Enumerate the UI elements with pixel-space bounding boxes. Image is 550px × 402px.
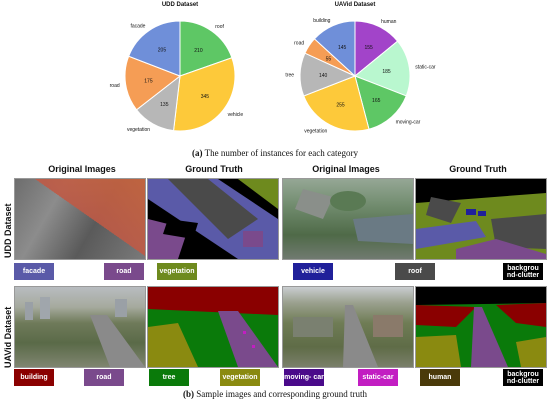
udd-pie-chart: 210 roof 345 vehicle 135 vegetation 175 road 205…	[110, 20, 244, 133]
uavid-chip-5: static-car	[358, 369, 398, 386]
udd-chip-0: facade	[14, 263, 54, 280]
uavid-value-moving-car: 165	[372, 98, 381, 104]
uavid-chip-7: backgrou nd-clutter	[503, 369, 543, 386]
udd-chip-1: road	[104, 263, 144, 280]
col-head-2: Ground Truth	[185, 164, 243, 174]
uavid-label-tree: tree	[285, 72, 294, 78]
uavid-label-vegetation: vegetation	[304, 128, 327, 134]
uavid-label-static-car: static-car	[415, 64, 436, 70]
uavid-ground-truth-2	[415, 286, 547, 368]
udd-chip-4: roof	[395, 263, 435, 280]
udd-value-facade: 205	[158, 48, 167, 54]
uavid-value-road: 55	[326, 56, 332, 62]
uavid-value-tree: 140	[319, 73, 328, 79]
udd-slice-vehicle	[173, 57, 236, 132]
uavid-chip-6: human	[420, 369, 460, 386]
udd-pie-title: UDD Dataset	[161, 2, 199, 8]
uavid-slice-static-car	[354, 40, 411, 97]
uavid-label-building: building	[313, 18, 330, 24]
udd-slice-road	[124, 55, 182, 111]
uavid-pie-title: UAVid Dataset	[334, 2, 376, 8]
udd-ground-truth-1	[147, 178, 279, 260]
uavid-chip-4: moving- car	[284, 369, 324, 386]
uavid-label-road: road	[294, 40, 304, 46]
col-head-3: Original Images	[312, 164, 380, 174]
caption-a: (a) The number of instances for each cat…	[191, 148, 359, 158]
udd-label-facade: facade	[130, 24, 145, 30]
udd-value-vegetation: 135	[160, 102, 169, 108]
uavid-value-vegetation: 255	[336, 102, 345, 108]
uavid-chip-1: road	[84, 369, 124, 386]
uavid-original-image-2	[282, 286, 414, 368]
row-head-udd: UDD Dataset	[3, 203, 13, 258]
udd-label-road: road	[110, 83, 120, 89]
udd-label-vehicle: vehicle	[228, 112, 244, 118]
caption-b: (b) Sample images and corresponding grou…	[183, 389, 367, 399]
uavid-value-human: 155	[364, 45, 373, 51]
uavid-slice-moving-car	[354, 75, 407, 130]
uavid-chip-2: tree	[149, 369, 189, 386]
col-head-4: Ground Truth	[449, 164, 507, 174]
udd-value-vehicle: 345	[201, 94, 210, 100]
col-head-1: Original Images	[48, 164, 116, 174]
udd-ground-truth-2	[415, 178, 547, 260]
uavid-ground-truth-1	[147, 286, 279, 368]
uavid-chip-3: vegetation	[220, 369, 260, 386]
uavid-label-moving-car: moving-car	[396, 120, 421, 126]
udd-chip-3: vehicle	[293, 263, 333, 280]
udd-chip-5: backgrou nd-clutter	[503, 263, 543, 280]
uavid-value-building: 145	[338, 45, 347, 51]
uavid-original-image-1	[14, 286, 146, 368]
udd-label-roof: roof	[215, 24, 224, 30]
udd-value-roof: 210	[194, 48, 203, 54]
udd-chip-2: vegetation	[157, 263, 197, 280]
udd-value-road: 175	[144, 79, 153, 85]
uavid-slice-building	[313, 20, 356, 78]
uavid-label-human: human	[381, 19, 397, 25]
udd-label-vegetation: vegetation	[127, 127, 150, 133]
udd-slice-facade	[128, 20, 181, 77]
uavid-chip-0: building	[14, 369, 54, 386]
uavid-value-static-car: 185	[382, 69, 391, 75]
row-head-uavid: UAVid Dataset	[3, 306, 13, 368]
udd-original-image-2	[282, 178, 414, 260]
uavid-pie-chart: 155 human 185 static-car 165 moving-car 255 veg…	[285, 18, 435, 134]
udd-original-image-1	[14, 178, 146, 260]
